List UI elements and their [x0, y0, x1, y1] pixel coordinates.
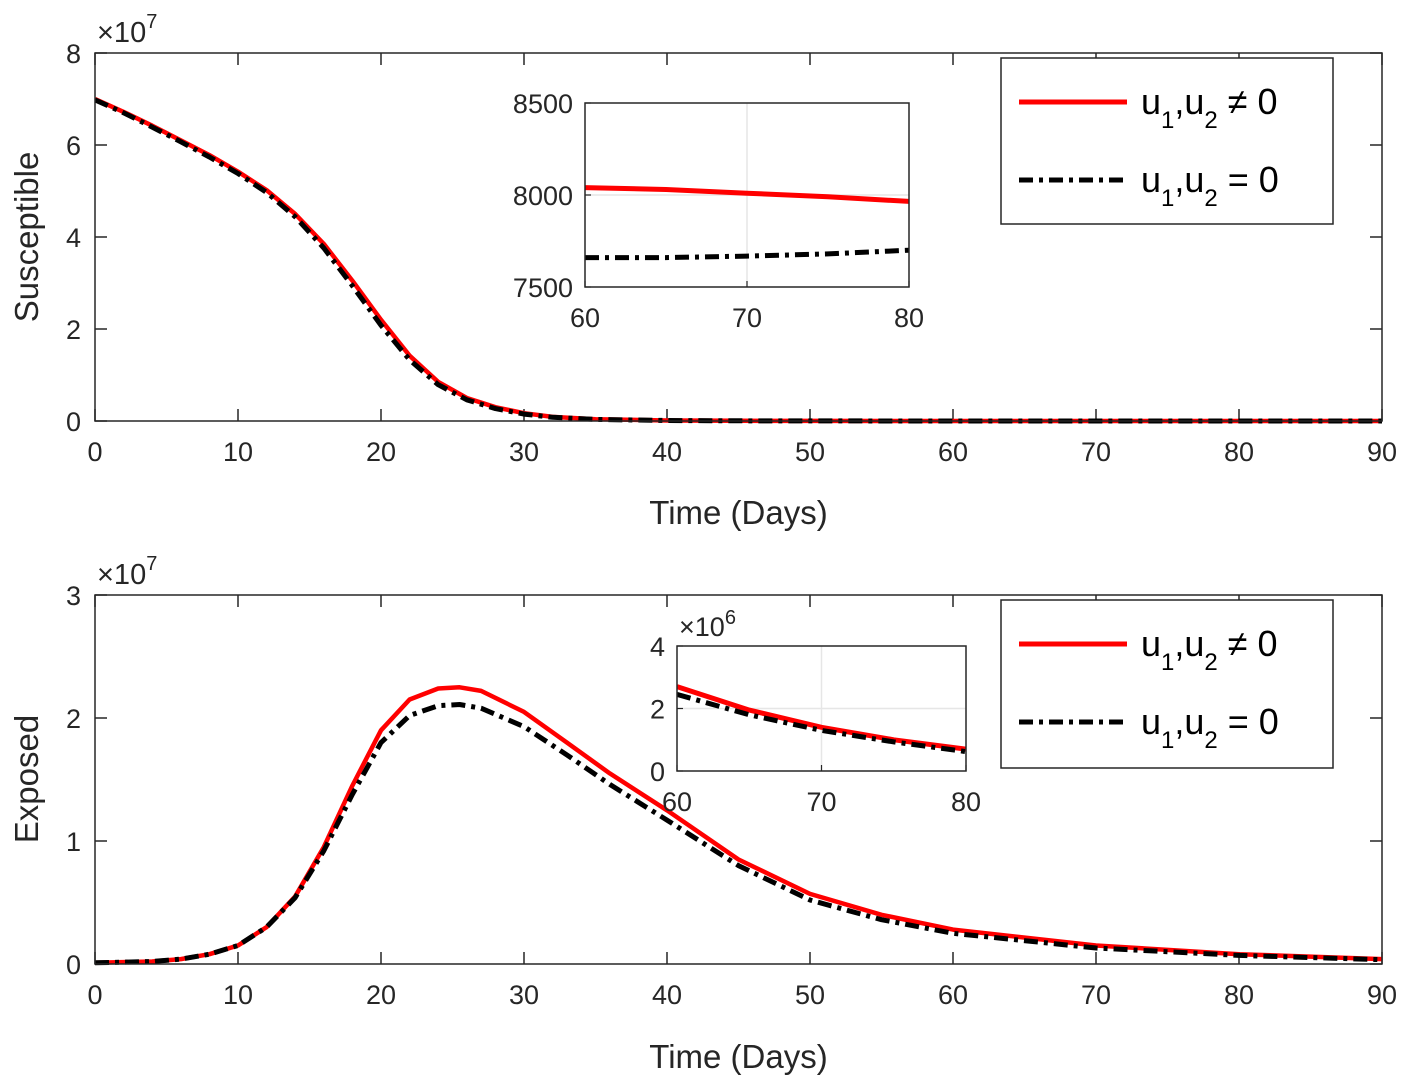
legend-text-part: 2 [1204, 107, 1217, 134]
bottom-series-controlled [95, 685, 1382, 966]
top-inset-series-uncontrolled [585, 247, 909, 261]
top-ytick-label: 6 [66, 131, 81, 161]
axis-multiplier: ×107 [97, 11, 157, 49]
top-legend-label-controlled: u1,u2 ≠ 0 [1141, 81, 1278, 134]
legend-text-part: ≠ 0 [1218, 81, 1278, 122]
bottom-xtick-label: 40 [652, 980, 682, 1010]
top-xtick-label: 90 [1367, 437, 1397, 467]
top-ytick-label: 0 [66, 407, 81, 437]
top-legend: u1,u2 ≠ 0u1,u2 = 0 [1000, 57, 1334, 225]
bottom-inset-xtick-label: 80 [951, 787, 981, 817]
bottom-xtick-label: 30 [509, 980, 539, 1010]
bottom-legend-label-controlled: u1,u2 ≠ 0 [1141, 623, 1278, 676]
top-xtick-label: 10 [223, 437, 253, 467]
legend-text-part: 1 [1161, 107, 1174, 134]
legend-text-part: 2 [1204, 649, 1217, 676]
bottom-y-axis-label: Exposed [8, 715, 45, 843]
legend-text-part: = 0 [1218, 159, 1279, 200]
bottom-xtick-label: 80 [1224, 980, 1254, 1010]
legend-text-part: u [1141, 159, 1161, 200]
legend-text-part: 1 [1161, 727, 1174, 754]
bottom-inset-series-uncontrolled [677, 691, 966, 755]
bottom-axes-box [94, 594, 1383, 965]
legend-text-part: 2 [1204, 185, 1217, 212]
top-ytick-label: 2 [66, 315, 81, 345]
axis-multiplier-exponent: 6 [725, 607, 736, 629]
bottom-ytick-label: 2 [66, 704, 81, 734]
legend-text-part: ,u [1174, 623, 1204, 664]
bottom-inset-ytick-label: 4 [650, 632, 665, 662]
top-xtick-label: 20 [366, 437, 396, 467]
bottom-inset-xtick-label: 70 [806, 787, 836, 817]
top-xtick-label: 30 [509, 437, 539, 467]
bottom-legend-box [1000, 599, 1334, 769]
bottom-xtick-label: 10 [223, 980, 253, 1010]
top-inset-ytick-label: 8500 [513, 89, 573, 119]
axis-multiplier-exponent: 7 [146, 553, 157, 575]
top-x-axis-label: Time (Days) [649, 494, 827, 531]
bottom-x-axis-label: Time (Days) [649, 1038, 827, 1075]
bottom-xtick-label: 70 [1081, 980, 1111, 1010]
top-legend-box [1000, 57, 1334, 225]
bottom-ytick-label: 1 [66, 827, 81, 857]
bottom-inset-ytick-label: 0 [650, 757, 665, 787]
legend-text-part: ,u [1174, 701, 1204, 742]
bottom-ytick-label: 3 [66, 581, 81, 611]
top-legend-label-uncontrolled: u1,u2 = 0 [1141, 159, 1279, 212]
top-xtick-label: 50 [795, 437, 825, 467]
top-inset-series-controlled [585, 185, 909, 204]
bottom-xtick-label: 60 [938, 980, 968, 1010]
top-xtick-label: 40 [652, 437, 682, 467]
top-xtick-label: 60 [938, 437, 968, 467]
legend-text-part: u [1141, 623, 1161, 664]
legend-text-part: 1 [1161, 185, 1174, 212]
legend-text-part: u [1141, 81, 1161, 122]
top-xtick-label: 70 [1081, 437, 1111, 467]
bottom-xtick-label: 0 [87, 980, 102, 1010]
bottom-legend: u1,u2 ≠ 0u1,u2 = 0 [1000, 599, 1334, 769]
bottom-ytick-label: 0 [66, 950, 81, 980]
legend-text-part: ,u [1174, 159, 1204, 200]
top-axes-box [94, 52, 1383, 422]
bottom-xtick-label: 50 [795, 980, 825, 1010]
axis-multiplier-exponent: 7 [146, 11, 157, 33]
bottom-inset-ytick-label: 2 [650, 695, 665, 725]
top-panel: 0 10 20 30 40 50 60 70 80 90 0 2 4 6 8 Time (Days) Susce… [8, 11, 1397, 531]
bottom-legend-label-uncontrolled: u1,u2 = 0 [1141, 701, 1279, 754]
top-ytick-label: 8 [66, 39, 81, 69]
top-xtick-label: 80 [1224, 437, 1254, 467]
legend-text-part: ,u [1174, 81, 1204, 122]
top-inset-xtick-label: 60 [570, 303, 600, 333]
top-inset-axes-box [584, 102, 910, 288]
legend-text-part: 2 [1204, 727, 1217, 754]
legend-text-part: = 0 [1218, 701, 1279, 742]
axis-multiplier: ×107 [97, 553, 157, 591]
bottom-inset-xtick-label: 60 [662, 787, 692, 817]
bottom-xtick-label: 90 [1367, 980, 1397, 1010]
top-inset-ytick-label: 8000 [513, 181, 573, 211]
top-ytick-label: 4 [66, 223, 81, 253]
bottom-xtick-label: 20 [366, 980, 396, 1010]
top-inset: 60 70 80 7500 8000 8500 [513, 89, 924, 333]
top-xtick-label: 0 [87, 437, 102, 467]
legend-text-part: ≠ 0 [1218, 623, 1278, 664]
bottom-inset-axes-box [676, 645, 967, 772]
legend-text-part: 1 [1161, 649, 1174, 676]
top-y-axis-label: Susceptible [8, 152, 45, 323]
top-inset-xtick-label: 70 [732, 303, 762, 333]
top-inset-ytick-label: 7500 [513, 273, 573, 303]
bottom-series-uncontrolled [95, 702, 1382, 966]
legend-text-part: u [1141, 701, 1161, 742]
top-inset-xtick-label: 80 [894, 303, 924, 333]
